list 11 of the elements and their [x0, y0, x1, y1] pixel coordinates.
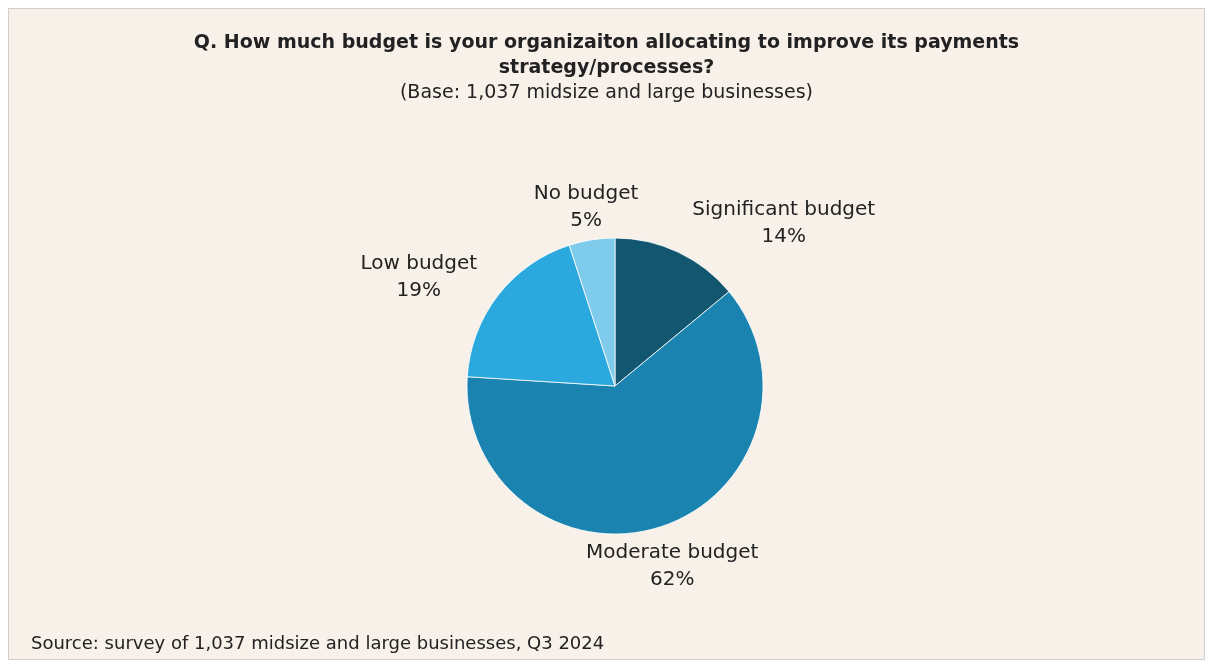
source-note: Source: survey of 1,037 midsize and large businesses, Q3 2024: [31, 632, 605, 653]
data-label: 5%: [570, 207, 602, 232]
data-label: 14%: [761, 222, 806, 247]
data-label: 19%: [396, 276, 442, 301]
chart-subtitle: (Base: 1,037 midsize and large businesses): [398, 79, 815, 104]
chart-title: Q. How much budget is your organizaiton allocating to improve its payments strategy/processes?: [192, 29, 1021, 79]
slice-label: Low budget: [360, 249, 478, 274]
slice-label: No budget: [533, 180, 639, 205]
slice-label: Moderate budget: [585, 538, 759, 563]
data-label: 62%: [649, 565, 695, 590]
slice-label: Significant budget: [692, 195, 876, 220]
